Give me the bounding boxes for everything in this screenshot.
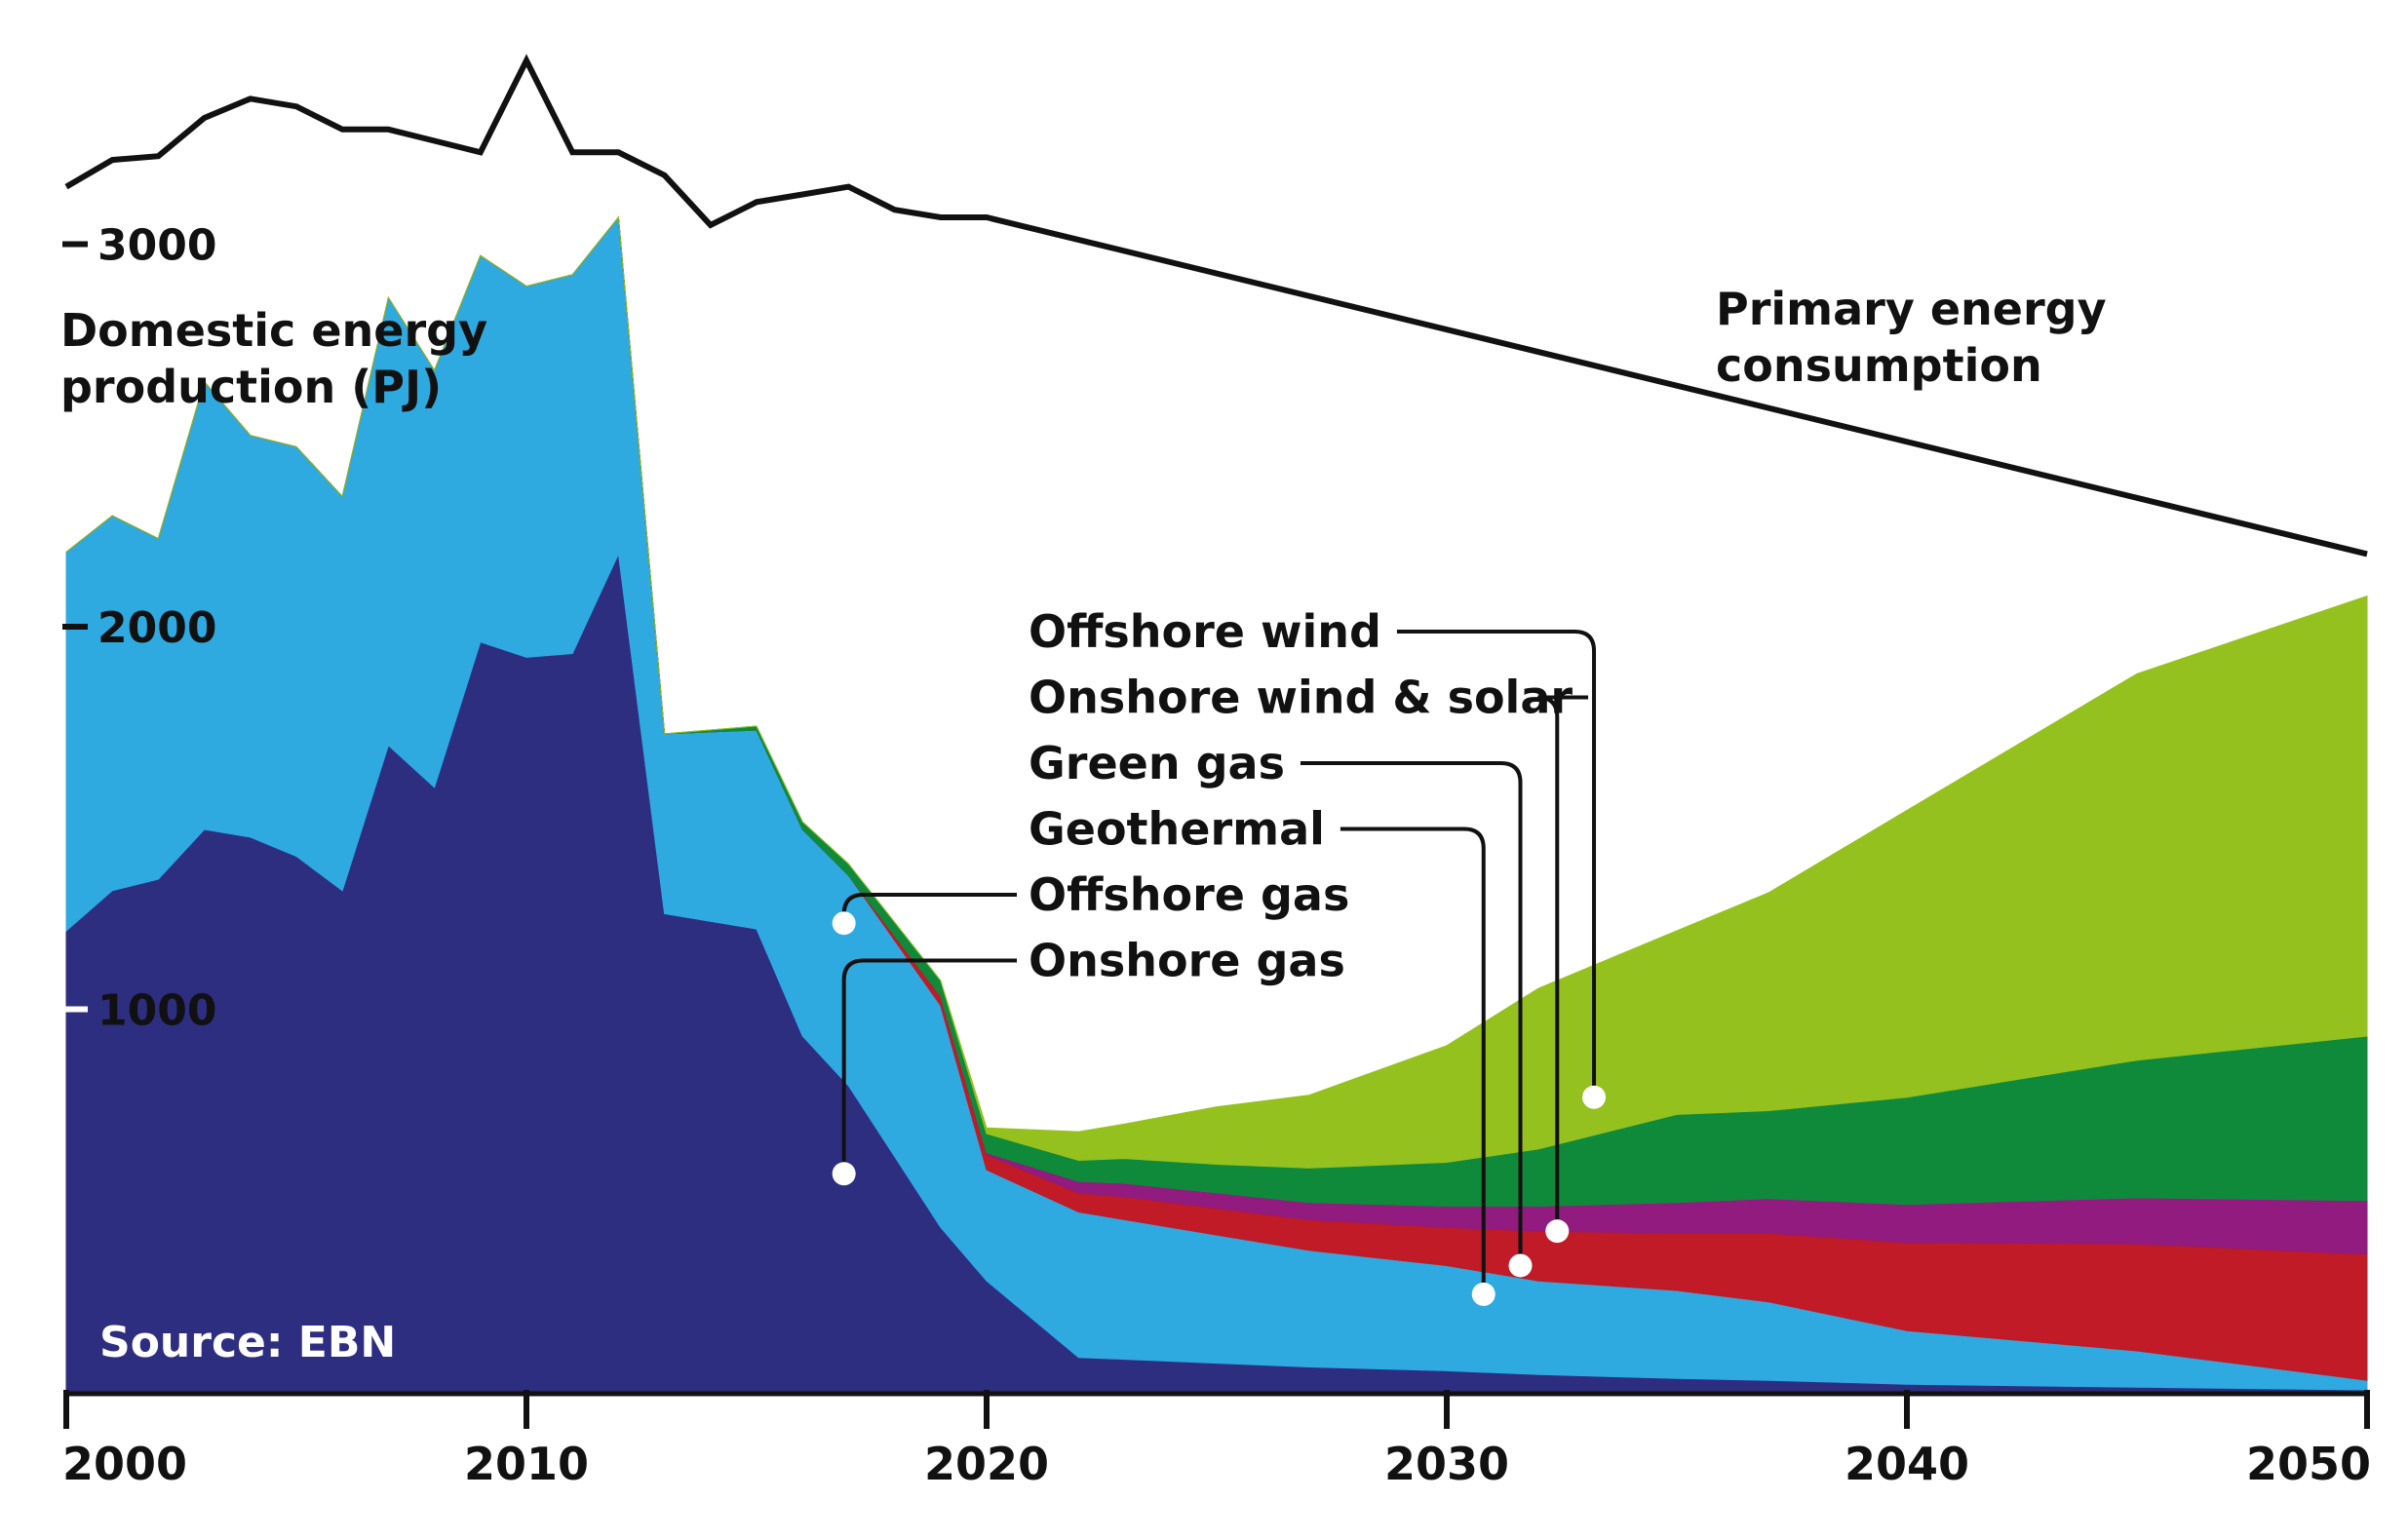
callout-dot-green-gas [1508, 1253, 1533, 1278]
leader-line-onshore-gas [841, 958, 1017, 1174]
callout-dot-onshore-wind-solar [1545, 1219, 1570, 1244]
leader-line-geothermal [1340, 827, 1486, 1294]
x-tick-label-2000: 2000 [62, 1438, 187, 1490]
y-tick-label-2000: 2000 [97, 603, 216, 653]
leader-line-offshore-wind [1396, 630, 1597, 1097]
consumption-label-line-1: Primary energy [1716, 283, 2107, 335]
stacked-areas [65, 215, 2368, 1393]
legend-label-onshore-wind-solar: Onshore wind & solar [1029, 672, 1573, 724]
x-tick-label-2040: 2040 [1845, 1438, 1969, 1490]
leader-line-green-gas [1300, 761, 1523, 1266]
leader-line-onshore-wind-solar [1537, 695, 1589, 1232]
legend-label-green-gas: Green gas [1029, 737, 1285, 789]
x-tick-label-2010: 2010 [464, 1438, 589, 1490]
legend-callouts: Offshore wind Onshore wind & solar Green g… [832, 605, 1607, 1306]
callout-dot-offshore-wind [1582, 1085, 1607, 1109]
legend-label-offshore-gas: Offshore gas [1029, 868, 1349, 921]
legend-label-offshore-wind: Offshore wind [1029, 605, 1381, 658]
source-label: Source: EBN [99, 1318, 396, 1367]
callout-dot-geothermal [1471, 1282, 1495, 1306]
legend-label-geothermal: Geothermal [1029, 803, 1325, 856]
x-tick-label-2030: 2030 [1384, 1438, 1509, 1490]
legend-label-onshore-gas: Onshore gas [1029, 935, 1345, 987]
y-axis-title-line-1: Domestic energy [60, 304, 487, 357]
y-axis-title-line-2: production (PJ) [60, 361, 442, 413]
x-tick-label-2050: 2050 [2246, 1438, 2371, 1490]
x-tick-label-2020: 2020 [924, 1438, 1049, 1490]
y-tick-label-1000: 1000 [97, 986, 216, 1036]
callout-dot-offshore-gas [832, 911, 856, 936]
y-axis: 1000 2000 3000 [62, 221, 216, 1036]
callout-dot-onshore-gas [832, 1162, 856, 1186]
y-tick-label-3000: 3000 [97, 221, 216, 271]
x-axis: 2000 2010 2020 2030 2040 2050 [62, 1390, 2371, 1490]
consumption-line [64, 54, 2368, 558]
area-offshore-wind [65, 215, 2368, 1169]
consumption-label-line-2: consumption [1716, 339, 2042, 392]
